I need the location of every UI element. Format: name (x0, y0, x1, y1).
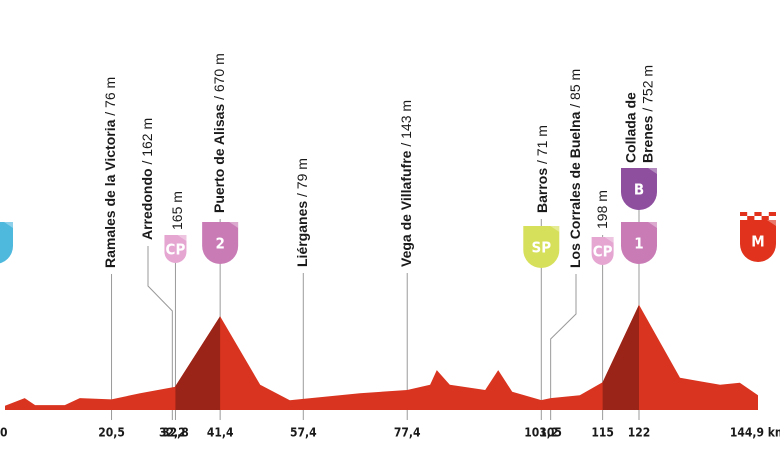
km-label: 41,4 (207, 426, 234, 440)
icon-notch (229, 222, 239, 228)
waypoint-label: Barros / 71 m (534, 125, 550, 213)
waypoint-altitude: / 76 m (102, 77, 118, 116)
waypoint-label: Ramales de la Victoria / 76 m (102, 77, 118, 268)
climb-section (175, 304, 221, 410)
icon-label: 1 (634, 235, 643, 253)
waypoint-name: Los Corrales de Buelna (567, 111, 583, 268)
km-label: 105 (539, 426, 562, 440)
finish-check (768, 212, 776, 216)
waypoint-name: Liérganes (294, 201, 310, 267)
km-label: 115 (591, 426, 614, 440)
finish-check (747, 216, 755, 220)
icon-badge (164, 235, 187, 263)
icon-label: M (751, 233, 764, 251)
waypoint-name: Vega de Villafufre (398, 150, 414, 267)
icon-badge (620, 222, 657, 264)
waypoint-label: 165 m (169, 191, 185, 230)
waypoint-label: Liérganes / 79 m (294, 158, 310, 267)
waypoint-label: Arredondo / 162 m (139, 118, 155, 240)
km-label: 122 (628, 426, 651, 440)
finish-check (740, 212, 748, 216)
km-label: 20,5 (98, 426, 125, 440)
icon-notch (604, 237, 614, 243)
waypoint-altitude: / 85 m (567, 69, 583, 108)
icon-badge (0, 222, 13, 264)
waypoint-name: Barros (534, 168, 550, 213)
icon-badge (523, 226, 560, 268)
profile (5, 304, 758, 410)
waypoint-label: Los Corrales de Buelna / 85 m (567, 69, 583, 268)
waypoint-altitude: / 79 m (294, 158, 310, 197)
km-label: 103,2 (524, 426, 558, 440)
km-label: 77,4 (394, 426, 421, 440)
climb-section (602, 304, 639, 410)
waypoint-name: Puerto de Alisas (211, 104, 227, 213)
icon-label: SP (531, 239, 551, 257)
km-label: 32,8 (162, 426, 189, 440)
icon-notch (177, 235, 187, 241)
waypoint-altitude: 198 m (594, 190, 610, 229)
leader-line (147, 246, 173, 420)
icon-notch (647, 168, 657, 174)
icon-badge (591, 237, 614, 265)
icon-badge (740, 220, 776, 262)
waypoint-label: Collada deBrenes / 752 m (622, 65, 655, 163)
waypoint-altitude: / 670 m (211, 53, 227, 100)
km-label: 57,4 (290, 426, 317, 440)
km-label: 0 (0, 426, 8, 440)
waypoint-altitude: 165 m (169, 191, 185, 230)
icon-badge (620, 168, 657, 210)
icon-notch (4, 222, 13, 228)
waypoint-name: Arredondo (139, 168, 155, 240)
km-label: 144,9 km (730, 426, 780, 440)
profile-area (5, 304, 758, 410)
icon-label: CP (593, 243, 613, 261)
icon-notch (550, 226, 560, 232)
waypoint-altitude: / 162 m (139, 118, 155, 165)
icon-notch (767, 220, 776, 226)
waypoint-label: Puerto de Alisas / 670 m (211, 53, 227, 213)
km-label: 32,2 (159, 426, 186, 440)
waypoint-name: Collada de (622, 92, 638, 163)
icon-label: 2 (215, 235, 224, 253)
waypoint-altitude: / 143 m (398, 100, 414, 147)
icon-label: B (634, 181, 644, 199)
icon-badge (202, 222, 239, 264)
waypoint-label: Vega de Villafufre / 143 m (398, 100, 414, 267)
waypoint-altitude: / 752 m (639, 65, 655, 112)
waypoint-label: 198 m (594, 190, 610, 229)
icon-label: CP (166, 241, 186, 259)
leader-line (550, 274, 577, 420)
finish-check (761, 216, 769, 220)
waypoint-altitude: / 71 m (534, 125, 550, 164)
finish-check (754, 212, 762, 216)
waypoint-name: Brenes (639, 115, 655, 163)
icon-notch (647, 222, 657, 228)
waypoint-name: Ramales de la Victoria (102, 119, 118, 268)
